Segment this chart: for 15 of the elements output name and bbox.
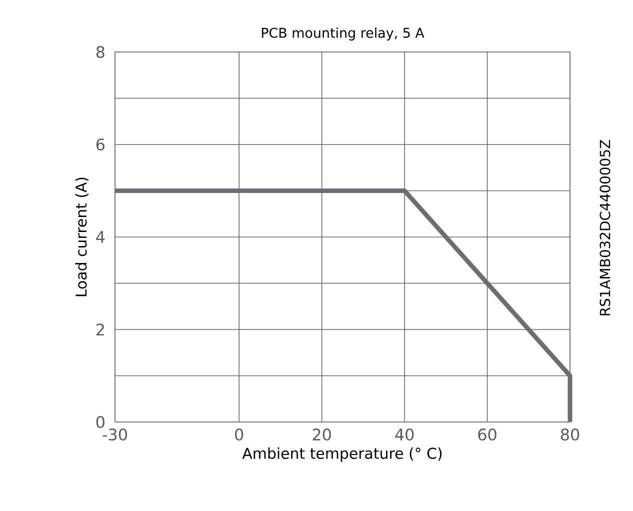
y-axis-title: Load current (A) — [75, 178, 89, 296]
y-tick-label: 6 — [96, 138, 104, 151]
x-tick-label: 60 — [478, 428, 496, 441]
x-tick-label: 0 — [235, 428, 244, 441]
y-tick-label: 2 — [96, 324, 104, 336]
y-tick-label: 8 — [96, 46, 104, 58]
x-tick-label: 40 — [395, 428, 414, 441]
x-tick-label: 80 — [560, 428, 580, 441]
text: RS1AMB032DC4400005Z — [600, 140, 610, 316]
chart-title: PCB mounting relay, 5 A — [262, 27, 424, 40]
x-tick-label: -30 — [102, 428, 127, 441]
y-tick-label: 0 — [96, 416, 104, 428]
x-axis-title: Ambient temperature (° C) — [242, 447, 442, 462]
x-tick-label: 20 — [312, 428, 331, 441]
y-tick-label: 4 — [96, 231, 105, 243]
